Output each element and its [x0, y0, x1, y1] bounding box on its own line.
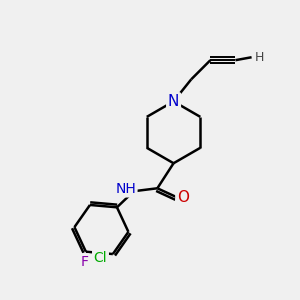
Text: NH: NH [115, 182, 136, 196]
Text: O: O [177, 190, 189, 205]
Text: Cl: Cl [94, 250, 107, 265]
Text: N: N [168, 94, 179, 109]
Text: F: F [80, 255, 88, 269]
Text: H: H [254, 51, 264, 64]
